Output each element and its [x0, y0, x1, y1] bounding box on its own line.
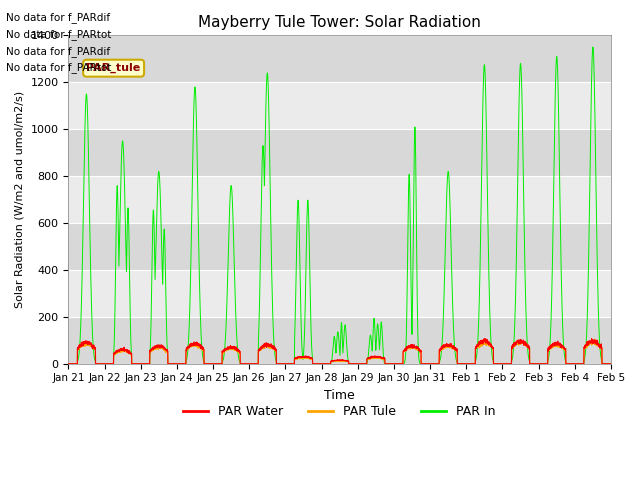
PAR Tule [607, 361, 614, 367]
PAR Water [607, 361, 615, 367]
PAR In [162, 293, 170, 299]
PAR Tule [162, 348, 170, 354]
PAR In [319, 361, 327, 367]
Text: No data for f_PARtot: No data for f_PARtot [6, 62, 112, 73]
PAR Tule [65, 361, 72, 367]
Text: No data for f_PARdif: No data for f_PARdif [6, 46, 111, 57]
PAR In [607, 361, 615, 367]
Bar [68, 223, 611, 270]
PAR In [589, 44, 596, 50]
PAR Water [461, 361, 469, 367]
PAR Water [492, 361, 500, 367]
PAR Tule [319, 361, 327, 367]
PAR In [607, 361, 614, 367]
Bar [68, 129, 611, 176]
Line: PAR In: PAR In [68, 47, 611, 364]
PAR Water [162, 348, 170, 353]
PAR Tule [591, 336, 599, 342]
Text: PAR_tule: PAR_tule [86, 63, 141, 73]
Bar [68, 317, 611, 364]
PAR Water [319, 361, 327, 367]
PAR Tule [431, 361, 439, 367]
Y-axis label: Solar Radiation (W/m2 and umol/m2/s): Solar Radiation (W/m2 and umol/m2/s) [15, 91, 25, 308]
X-axis label: Time: Time [324, 389, 355, 402]
PAR Water [607, 361, 614, 367]
Line: PAR Tule: PAR Tule [68, 339, 611, 364]
Title: Mayberry Tule Tower: Solar Radiation: Mayberry Tule Tower: Solar Radiation [198, 15, 481, 30]
PAR Tule [492, 361, 500, 367]
PAR In [65, 361, 72, 367]
Text: No data for f_PARdif: No data for f_PARdif [6, 12, 111, 23]
PAR Water [588, 336, 595, 341]
PAR Water [65, 361, 72, 367]
PAR In [492, 361, 500, 367]
Line: PAR Water: PAR Water [68, 338, 611, 364]
Legend: PAR Water, PAR Tule, PAR In: PAR Water, PAR Tule, PAR In [179, 400, 501, 423]
PAR Water [431, 361, 439, 367]
Bar [68, 36, 611, 82]
Text: No data for f_PARtot: No data for f_PARtot [6, 29, 112, 40]
PAR In [431, 361, 439, 367]
PAR In [461, 361, 469, 367]
PAR Tule [461, 361, 469, 367]
PAR Tule [607, 361, 615, 367]
